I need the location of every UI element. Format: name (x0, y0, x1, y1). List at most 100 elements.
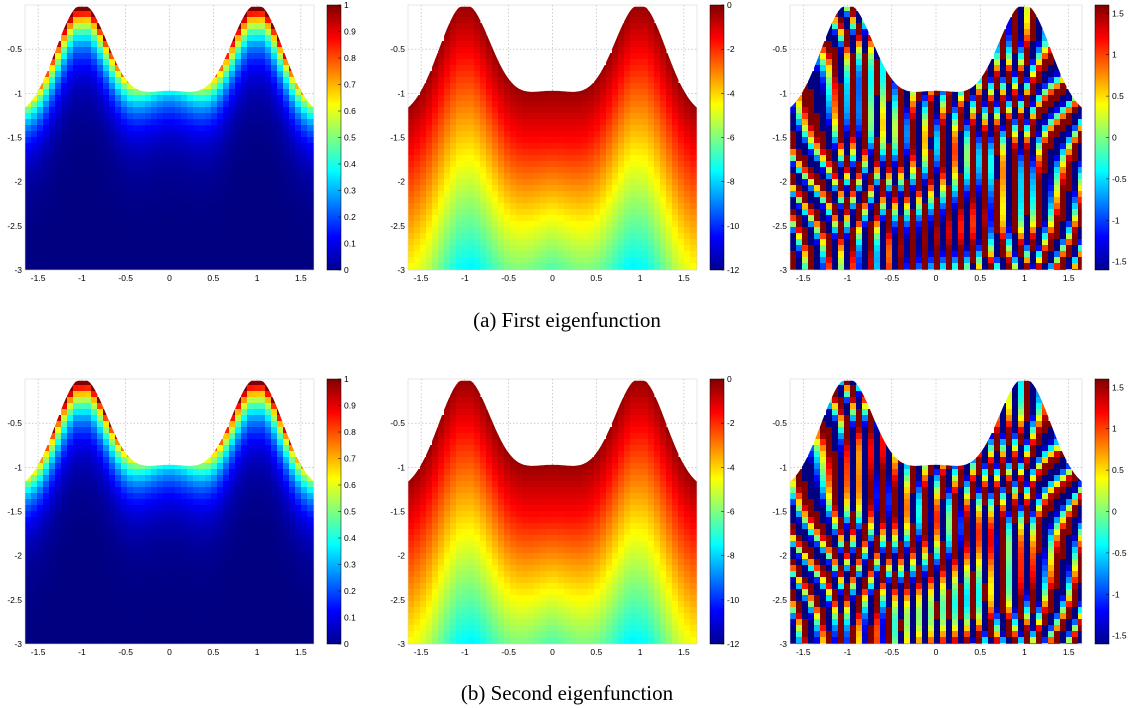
panel-b-modulus: -1.5 -1 -0.5 0 0.5 1 1.5 -0.5 -1 -1.5 -2 -2.5 -3 1 0.9… (7, 374, 356, 657)
y-tick-label: -0.5 (390, 418, 405, 428)
colorbar-tick-label: -1 (1112, 589, 1120, 599)
colorbar-tick-label: -10 (727, 595, 740, 605)
colorbar-tick-label: -4 (727, 462, 735, 472)
x-tick-label: -1 (844, 647, 852, 657)
y-tick-label: -2.5 (7, 595, 22, 605)
field-phase (790, 380, 1082, 644)
axes-frame (407, 4, 698, 271)
x-tick-label: 1.5 (678, 273, 690, 283)
panel-b-log-modulus: -1.5 -1 -0.5 0 0.5 1 1.5 -0.5 -1 -1.5 -2 -2.5 -3 0 -2 -… (390, 374, 739, 657)
y-tick-label: -0.5 (7, 418, 22, 428)
colorbar-tick-label: 0.1 (344, 239, 356, 249)
y-tick-label: -0.5 (772, 44, 787, 54)
colorbar-tick-label: 0.3 (344, 560, 356, 570)
colorbar-tick-label: 0.7 (344, 80, 356, 90)
x-tick-label: -1.5 (414, 273, 429, 283)
y-tick-label: -0.5 (390, 44, 405, 54)
axes-frame (789, 378, 1083, 645)
colorbar-tick-label: 0.5 (1112, 91, 1124, 101)
x-tick-label: 1 (255, 273, 260, 283)
y-tick-label: -3 (14, 639, 22, 649)
x-tick-label: -0.5 (884, 647, 899, 657)
colorbar-tick-label: 0 (344, 265, 349, 275)
y-tick-label: -1 (14, 462, 22, 472)
x-tick-label: 0.5 (974, 273, 986, 283)
panel-a-log-modulus: -1.5 -1 -0.5 0 0.5 1 1.5 -0.5 -1 -1.5 -2 -2.5 -3 0 -2 -… (390, 0, 739, 283)
x-tick-label: -1 (78, 273, 86, 283)
field-log-modulus (408, 380, 697, 644)
x-tick-label: -0.5 (118, 647, 133, 657)
x-tick-label: -1 (461, 273, 469, 283)
colorbar-tick-label: 0.2 (344, 586, 356, 596)
colorbar-tick-label: -6 (727, 133, 735, 143)
x-tick-label: 1.5 (1063, 647, 1075, 657)
colorbar-tick-label: 0.2 (344, 212, 356, 222)
x-tick-label: -1.5 (796, 273, 811, 283)
field-modulus (25, 380, 314, 644)
x-tick-label: 0.5 (207, 273, 219, 283)
y-tick-label: -1.5 (390, 507, 405, 517)
colorbar-tick-label: -2 (727, 44, 735, 54)
colorbar-tick-label: 1.5 (1112, 382, 1124, 392)
colorbar-tick-label: 0.5 (1112, 465, 1124, 475)
colorbar-tick-label: 0.5 (344, 507, 356, 517)
x-tick-label: 1.5 (1063, 273, 1075, 283)
x-tick-label: 0.5 (207, 647, 219, 657)
colorbar-tick-label: -1.5 (1112, 257, 1127, 267)
colorbar-tick-label: -12 (727, 639, 740, 649)
x-tick-label: -0.5 (118, 273, 133, 283)
x-tick-label: -0.5 (501, 647, 516, 657)
y-tick-label: -1.5 (7, 507, 22, 517)
colorbar-tick-label: -4 (727, 88, 735, 98)
colorbar-tick-label: -10 (727, 221, 740, 231)
y-tick-label: -1 (14, 88, 22, 98)
colorbar-tick-label: 1 (344, 0, 349, 10)
caption-second-eigenfunction: (b) Second eigenfunction (460, 681, 674, 705)
x-tick-label: 1 (1022, 273, 1027, 283)
y-tick-label: -2.5 (7, 221, 22, 231)
panel-a-phase: -1.5 -1 -0.5 0 0.5 1 1.5 -0.5 -1 -1.5 -2 -2.5 -3 1.5 1… (772, 4, 1127, 283)
x-tick-label: 0.5 (590, 647, 602, 657)
y-tick-label: -2.5 (390, 595, 405, 605)
x-tick-label: 1 (1022, 647, 1027, 657)
axes-frame (407, 378, 698, 645)
y-tick-label: -1 (779, 462, 787, 472)
y-tick-label: -1.5 (772, 133, 787, 143)
y-tick-label: -2.5 (390, 221, 405, 231)
colorbar-tick-label: -1.5 (1112, 631, 1127, 641)
field-modulus (25, 6, 314, 271)
x-tick-label: -1 (78, 647, 86, 657)
colorbar-tick-label: 0.6 (344, 106, 356, 116)
x-tick-label: -1.5 (31, 647, 46, 657)
x-tick-label: 0 (550, 647, 555, 657)
y-tick-label: -2 (14, 551, 22, 561)
caption-first-eigenfunction: (a) First eigenfunction (473, 308, 661, 332)
x-tick-label: -1 (461, 647, 469, 657)
colorbar-tick-label: -2 (727, 418, 735, 428)
y-tick-label: -0.5 (772, 418, 787, 428)
colorbar-tick-label: 0.6 (344, 480, 356, 490)
y-tick-label: -2 (14, 177, 22, 187)
colorbar-tick-label: 0.7 (344, 454, 356, 464)
x-tick-label: 0 (167, 273, 172, 283)
colorbar-tick-label: 1 (1112, 424, 1117, 434)
x-tick-label: 0.5 (974, 647, 986, 657)
colorbar-tick-label: 0 (727, 374, 732, 384)
panel-a-modulus: -1.5 -1 -0.5 0 0.5 1 1.5 -0.5 -1 -1.5 -2 -2.5 -3 1 0.9… (7, 0, 356, 283)
colorbar-tick-label: 0.9 (344, 27, 356, 37)
y-tick-label: -2 (779, 551, 787, 561)
x-tick-label: 0 (550, 273, 555, 283)
y-tick-label: -3 (779, 639, 787, 649)
y-tick-label: -2.5 (772, 221, 787, 231)
colorbar-tick-label: 0 (1112, 507, 1117, 517)
y-tick-label: -1.5 (772, 507, 787, 517)
y-tick-label: -1.5 (7, 133, 22, 143)
y-tick-label: -1 (397, 88, 405, 98)
x-tick-label: 1 (255, 647, 260, 657)
x-tick-label: 0 (934, 647, 939, 657)
y-tick-label: -1 (397, 462, 405, 472)
colorbar-tick-label: 0 (1112, 133, 1117, 143)
colorbar-tick-label: 1 (1112, 50, 1117, 60)
x-tick-label: -1 (844, 273, 852, 283)
